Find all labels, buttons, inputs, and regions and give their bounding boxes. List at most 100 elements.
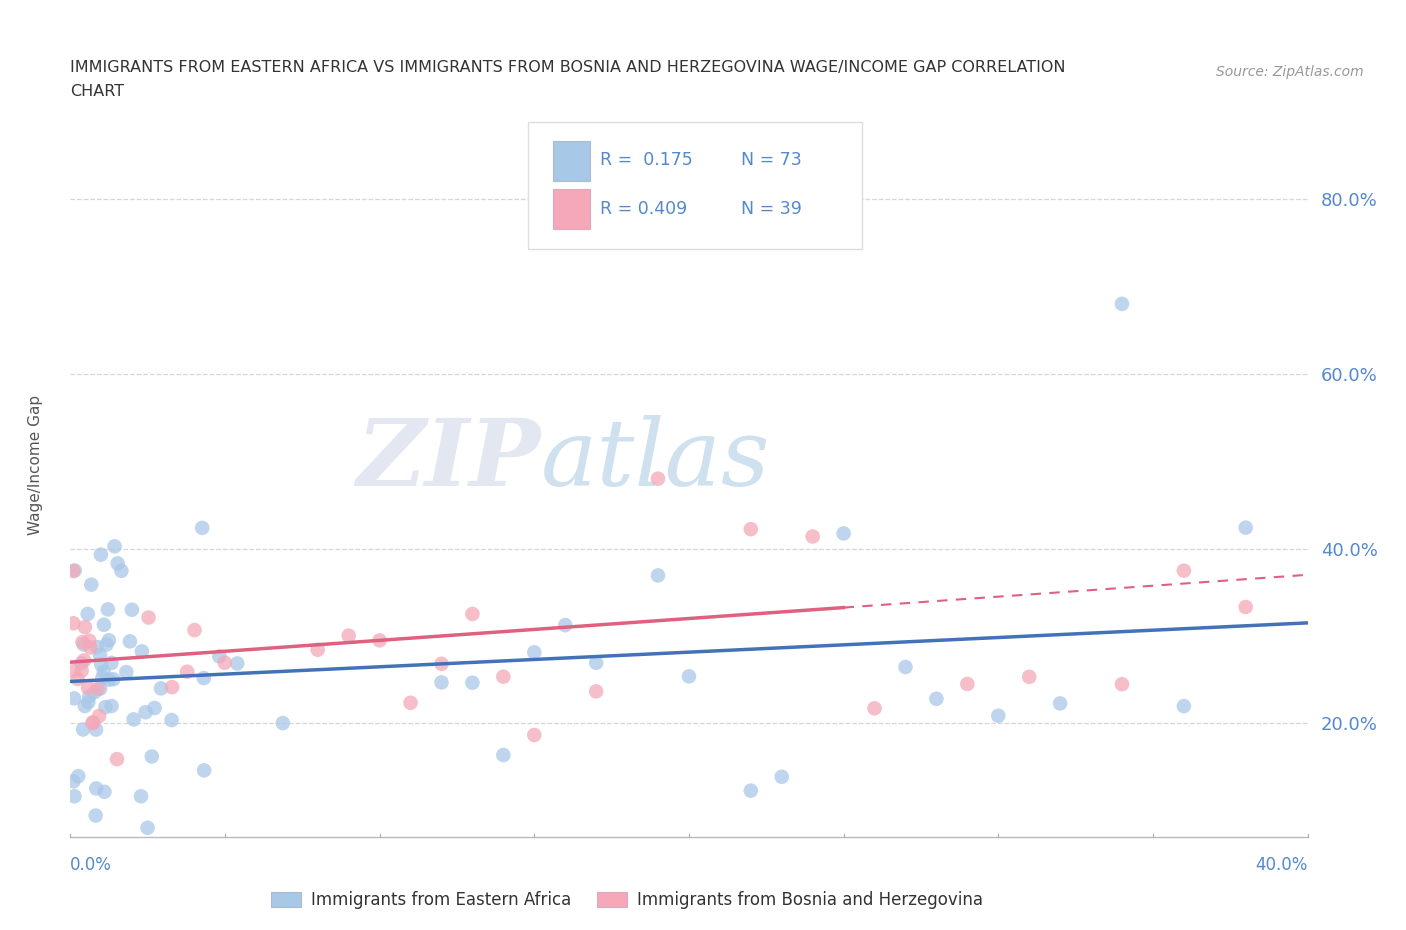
Point [103, 538, 125, 553]
Point [118, 634, 141, 649]
Legend: Immigrants from Eastern Africa, Immigrants from Bosnia and Herzegovina: Immigrants from Eastern Africa, Immigran… [264, 884, 990, 916]
Point [89, 709, 111, 724]
Point [121, 603, 143, 618]
Point [89, 647, 111, 662]
Text: R =  0.175: R = 0.175 [600, 152, 693, 169]
Point [63, 691, 86, 706]
Point [87, 682, 110, 697]
Point [91, 671, 114, 685]
Point [492, 748, 515, 763]
Text: N = 39: N = 39 [741, 200, 801, 218]
Point [93, 784, 115, 799]
Point [801, 529, 824, 544]
Point [1111, 297, 1133, 312]
Point [122, 712, 145, 727]
Point [678, 669, 700, 684]
Point [107, 556, 129, 571]
Point [461, 606, 484, 621]
Point [100, 698, 122, 713]
Point [77, 689, 100, 704]
Bar [553, 189, 591, 229]
Point [740, 783, 762, 798]
Point [191, 521, 214, 536]
Point [523, 727, 546, 742]
Point [208, 649, 231, 664]
Point [66, 671, 89, 686]
Point [368, 633, 391, 648]
Point [89, 682, 111, 697]
Point [96, 637, 118, 652]
Point [84, 722, 107, 737]
Point [1234, 600, 1257, 615]
Point [770, 769, 793, 784]
Point [73, 637, 96, 652]
Point [70, 656, 93, 671]
Point [79, 640, 101, 655]
Text: atlas: atlas [540, 415, 770, 505]
Point [131, 644, 153, 658]
Point [430, 675, 453, 690]
Point [62, 616, 84, 631]
Text: IMMIGRANTS FROM EASTERN AFRICA VS IMMIGRANTS FROM BOSNIA AND HERZEGOVINA WAGE/IN: IMMIGRANTS FROM EASTERN AFRICA VS IMMIGR… [70, 60, 1066, 75]
Point [271, 716, 294, 731]
Point [585, 684, 607, 698]
Point [62, 774, 84, 789]
Point [647, 568, 669, 583]
Point [1018, 670, 1040, 684]
Point [925, 691, 948, 706]
Point [82, 715, 104, 730]
Point [103, 671, 125, 686]
Point [149, 681, 172, 696]
Point [73, 698, 96, 713]
Point [62, 663, 84, 678]
Text: ZIP: ZIP [356, 415, 540, 505]
Point [832, 526, 855, 541]
Point [492, 670, 515, 684]
Point [136, 820, 159, 835]
Point [647, 472, 669, 486]
Text: 40.0%: 40.0% [1256, 856, 1308, 873]
Point [77, 681, 100, 696]
Point [987, 709, 1010, 724]
Point [307, 643, 329, 658]
Point [94, 699, 117, 714]
Point [176, 664, 198, 679]
Point [77, 695, 100, 710]
Point [72, 722, 94, 737]
Point [115, 665, 138, 680]
Point [1049, 696, 1071, 711]
Point [138, 610, 160, 625]
Point [97, 632, 120, 647]
Point [73, 653, 96, 668]
Point [98, 672, 121, 687]
Point [97, 602, 120, 617]
Point [430, 657, 453, 671]
Point [70, 663, 93, 678]
Point [135, 705, 157, 720]
Point [193, 671, 215, 685]
Point [160, 680, 183, 695]
Bar [553, 140, 591, 180]
Point [1234, 520, 1257, 535]
Point [183, 623, 205, 638]
Point [110, 564, 132, 578]
Point [90, 657, 112, 671]
Point [740, 522, 762, 537]
Point [337, 628, 360, 643]
Text: N = 73: N = 73 [741, 152, 801, 169]
Point [143, 700, 166, 715]
Point [523, 644, 546, 659]
Text: Source: ZipAtlas.com: Source: ZipAtlas.com [1216, 65, 1364, 79]
Point [461, 675, 484, 690]
Point [84, 781, 107, 796]
Point [105, 751, 128, 766]
Point [62, 564, 84, 578]
Point [93, 618, 115, 632]
Point [1111, 677, 1133, 692]
Point [82, 715, 104, 730]
Point [84, 808, 107, 823]
Point [141, 749, 163, 764]
Point [554, 618, 576, 632]
Point [226, 656, 249, 671]
Point [77, 633, 100, 648]
